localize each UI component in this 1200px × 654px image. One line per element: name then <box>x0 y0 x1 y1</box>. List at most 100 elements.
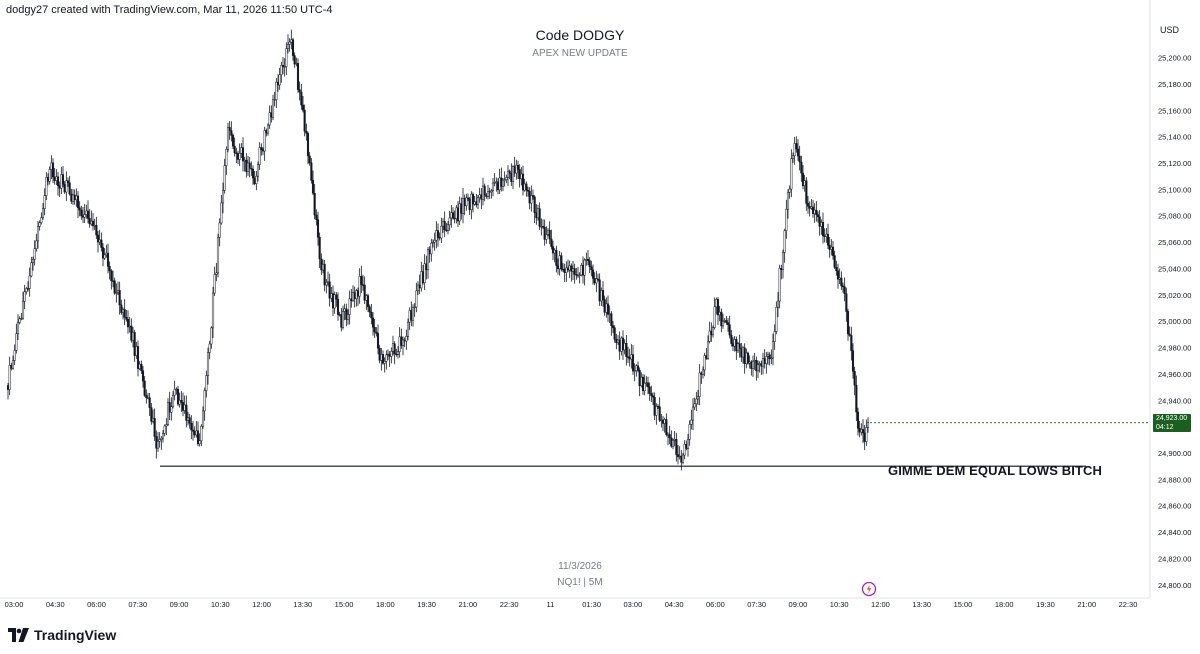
candle <box>303 104 306 137</box>
candle <box>330 286 333 303</box>
candle <box>380 348 383 371</box>
candle <box>121 307 125 320</box>
lightning-bolt-icon[interactable] <box>861 581 877 597</box>
x-tick-label: 03:00 <box>623 600 642 609</box>
candle <box>536 204 540 221</box>
candle <box>475 193 478 208</box>
candle <box>561 263 565 273</box>
candle <box>651 392 655 406</box>
candle <box>606 295 610 322</box>
y-tick-label: 25,080.00 <box>1158 212 1191 221</box>
candle <box>283 58 286 77</box>
equal-lows-annotation[interactable]: GIMME DEM EQUAL LOWS BITCH <box>888 463 1102 478</box>
candle <box>276 74 280 92</box>
candle <box>275 78 278 108</box>
candle <box>236 150 240 165</box>
candle <box>448 210 451 231</box>
candle <box>471 192 475 213</box>
candle <box>100 232 103 252</box>
x-tick-label: 15:00 <box>335 600 354 609</box>
candle <box>830 239 833 256</box>
candle <box>483 183 486 202</box>
candle <box>246 155 250 176</box>
x-tick-label: 19:30 <box>1036 600 1055 609</box>
candle <box>341 305 345 330</box>
candle <box>575 267 578 280</box>
candle <box>363 276 366 304</box>
candle <box>581 256 585 284</box>
candle <box>358 268 361 304</box>
candle <box>88 209 91 228</box>
candle <box>266 123 270 136</box>
candle <box>680 449 683 471</box>
candle <box>843 277 846 302</box>
candle <box>841 282 845 293</box>
candle <box>18 316 21 325</box>
candle <box>721 313 725 329</box>
candle <box>643 374 646 396</box>
candle <box>398 327 401 358</box>
candle <box>550 229 553 250</box>
candle <box>518 164 521 188</box>
candle <box>743 343 746 374</box>
candle <box>511 165 515 190</box>
candle <box>326 271 330 287</box>
candle <box>113 277 116 295</box>
candle <box>141 365 145 388</box>
candle <box>496 178 500 195</box>
y-tick-label: 24,980.00 <box>1158 344 1191 353</box>
candle <box>820 219 823 235</box>
candle <box>763 349 766 369</box>
candle <box>450 204 453 228</box>
candle <box>251 165 255 185</box>
candle <box>356 287 360 306</box>
candle <box>693 397 696 411</box>
candle <box>311 170 315 196</box>
candle <box>658 397 661 422</box>
candle <box>495 177 498 192</box>
candle <box>255 170 258 191</box>
candle <box>586 249 590 266</box>
candle <box>711 325 715 338</box>
logo-text: TradingView <box>34 627 117 643</box>
candle <box>645 376 648 387</box>
candle <box>36 221 40 249</box>
candle <box>766 351 770 365</box>
x-tick-label: 21:00 <box>1077 600 1096 609</box>
candle <box>546 228 550 237</box>
candle <box>91 213 95 231</box>
candle <box>196 421 200 447</box>
candle <box>55 168 58 186</box>
x-tick-label: 04:30 <box>665 600 684 609</box>
x-tick-label: 13:30 <box>912 600 931 609</box>
candle <box>163 424 166 437</box>
candle <box>411 304 415 327</box>
candle <box>866 417 870 433</box>
candle <box>851 343 855 379</box>
candle <box>610 311 613 336</box>
candle <box>671 438 675 450</box>
candle <box>801 165 805 190</box>
candle <box>613 325 616 343</box>
axis-currency-label[interactable]: USD <box>1160 25 1180 35</box>
candle <box>438 232 441 241</box>
candle <box>696 389 700 405</box>
candle <box>386 349 390 361</box>
candle <box>111 270 115 288</box>
candle <box>73 189 76 205</box>
candle <box>633 363 636 382</box>
candle <box>278 67 281 90</box>
candle <box>391 335 395 356</box>
candle <box>628 348 631 367</box>
candle <box>730 329 733 347</box>
candle <box>826 223 830 250</box>
candle <box>478 187 481 203</box>
candle <box>370 303 373 325</box>
tradingview-logo-icon <box>8 628 29 642</box>
candle <box>70 188 73 204</box>
candle <box>48 166 51 185</box>
tradingview-logo[interactable]: TradingView <box>8 626 116 644</box>
candle <box>638 367 641 397</box>
candle <box>773 324 776 350</box>
